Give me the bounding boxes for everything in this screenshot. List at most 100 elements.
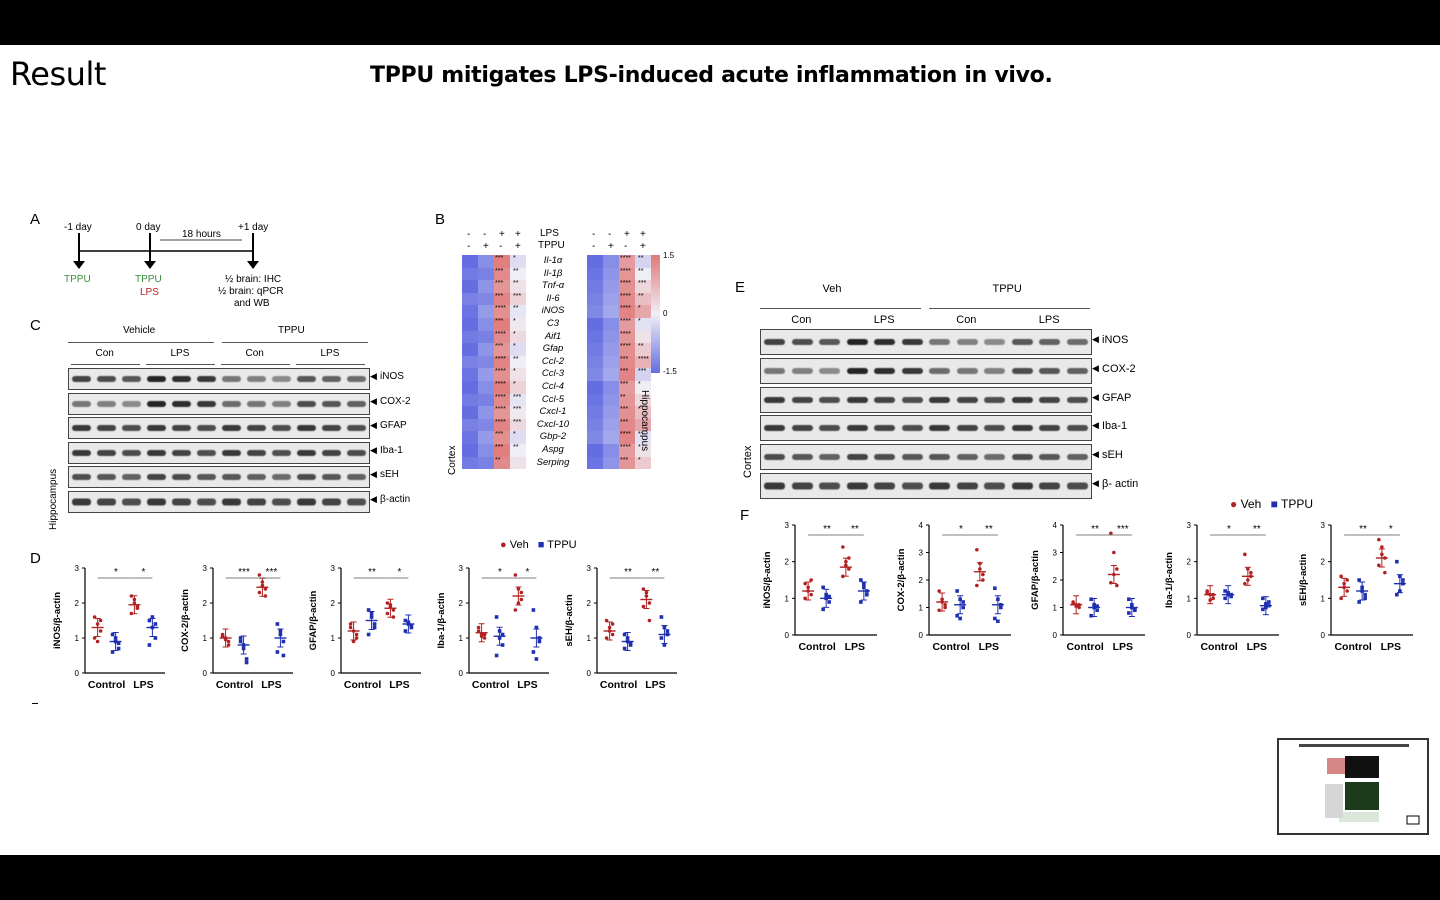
blot-subgroup-label: Con xyxy=(95,348,114,359)
heatmap-cell-cortex xyxy=(510,456,526,470)
veh-data-point xyxy=(391,615,396,619)
gene-label: Il-1β xyxy=(543,267,563,279)
timeline-day-minus1: -1 day xyxy=(64,222,92,233)
tppu-data-point xyxy=(147,643,152,647)
blot-band xyxy=(819,339,841,345)
heatmap-cell-cortex xyxy=(462,343,478,356)
blot-band xyxy=(819,396,841,403)
panel-label-b: B xyxy=(435,211,446,228)
y-tick-label: 3 xyxy=(459,564,464,573)
blot-row-seh xyxy=(68,466,370,488)
blot-band xyxy=(247,498,266,505)
blot-band xyxy=(97,425,116,431)
x-category-label: LPS xyxy=(133,679,153,691)
gene-label: Cxcl-10 xyxy=(536,418,570,430)
significance-mark: ** xyxy=(1253,524,1261,535)
quantification-cortex: 0 1 2 3 iNOS/β-actin Control LPS ** ** 0 1 2 3 4 COX-2… xyxy=(755,517,1415,657)
y-tick-label: 2 xyxy=(75,599,80,608)
blot-band xyxy=(764,339,786,345)
heatmap-cell-hippocampus xyxy=(619,330,635,344)
y-tick-label: 3 xyxy=(331,564,336,573)
tppu-data-point xyxy=(955,589,959,593)
heatmap-cell-hippocampus xyxy=(619,318,635,331)
lps-sign: - xyxy=(608,229,612,240)
sig-hippo-4: * xyxy=(638,305,641,313)
blot-band xyxy=(1039,482,1061,490)
veh-data-point xyxy=(257,573,262,577)
heatmap-cell-cortex xyxy=(494,393,510,407)
qpcr-heatmap: - - - - + + + + - - + + - - + + LPS TPPU Il-1α *** * **** ** Il… xyxy=(445,225,685,525)
blot-band xyxy=(901,367,923,374)
heatmap-cell-hippocampus xyxy=(635,343,651,356)
tppu-data-point xyxy=(500,632,505,637)
heatmap-cell-cortex xyxy=(510,393,526,407)
arrow-left-icon: ◀ xyxy=(1092,420,1099,431)
slide-thumbnail-preview[interactable] xyxy=(1277,738,1429,835)
tppu-data-point xyxy=(147,618,152,623)
heatmap-cell-cortex xyxy=(510,418,526,432)
blot-band xyxy=(322,400,341,407)
heatmap-cell-hippocampus xyxy=(603,355,619,369)
timeline-tppu-dose2: TPPU xyxy=(135,274,162,285)
blot-band xyxy=(1066,396,1088,403)
blot-band xyxy=(764,396,786,403)
blot-tissue-label: Cortex xyxy=(742,445,754,478)
blot-band xyxy=(874,396,896,403)
veh-data-point xyxy=(385,601,390,605)
sig-cortex-4: * xyxy=(513,330,516,338)
blot-band xyxy=(984,425,1006,432)
gene-label: Il-6 xyxy=(546,292,560,304)
blot-band xyxy=(272,474,291,480)
tppu-data-point xyxy=(1357,600,1361,604)
veh-data-point xyxy=(1077,605,1081,610)
sig-hippo-4: *** xyxy=(638,280,647,288)
blot-band xyxy=(147,425,166,431)
sig-cortex-4: * xyxy=(513,318,516,325)
heatmap-cell-cortex xyxy=(510,368,526,381)
x-category-label: LPS xyxy=(517,679,537,691)
blot-group-underline xyxy=(296,364,365,365)
blot-band xyxy=(197,376,216,382)
arrow-left-icon: ◀ xyxy=(370,444,377,455)
panel-label-f: F xyxy=(740,507,750,524)
tppu-data-point xyxy=(1363,596,1367,601)
blot-subgroup-label: LPS xyxy=(320,348,340,359)
significance-mark: * xyxy=(397,567,401,578)
tppu-data-point xyxy=(999,605,1003,610)
blot-band xyxy=(819,482,841,490)
blot-band xyxy=(1011,339,1033,345)
y-tick-label: 0 xyxy=(1053,631,1058,640)
blot-band xyxy=(147,400,166,407)
veh-data-point xyxy=(129,611,134,616)
y-axis-label: Iba-1/β-actin xyxy=(436,592,447,648)
tppu-sign: - xyxy=(592,241,596,252)
divider-mark xyxy=(32,703,38,704)
blot-band xyxy=(72,474,91,480)
tppu-data-point xyxy=(1261,607,1265,612)
veh-data-point xyxy=(98,629,103,633)
blot-subgroup-label: LPS xyxy=(170,348,190,359)
heatmap-cell-hippocampus xyxy=(635,393,651,407)
scale-mid-label: 0 xyxy=(663,309,668,318)
heatmap-cell-hippocampus xyxy=(603,280,619,293)
heatmap-cell-hippocampus xyxy=(619,305,635,318)
heatmap-cell-cortex xyxy=(478,255,494,268)
heatmap-color-scale xyxy=(651,255,660,373)
heatmap-cell-hippocampus xyxy=(635,368,651,381)
veh-data-point xyxy=(519,590,524,595)
heatmap-cell-hippocampus xyxy=(603,255,619,268)
heatmap-cell-hippocampus xyxy=(587,431,603,444)
blot-band xyxy=(172,498,191,505)
heatmap-cell-cortex xyxy=(478,292,494,306)
blot-band xyxy=(97,474,116,480)
arrow-left-icon: ◀ xyxy=(370,371,377,381)
blot-row-seh xyxy=(760,444,1092,471)
heatmap-cell-hippocampus xyxy=(587,292,603,306)
legend-tppu-label: TPPU xyxy=(547,539,577,551)
heatmap-cell-hippocampus xyxy=(619,444,635,457)
sig-hippo-3: *** xyxy=(620,368,629,376)
heatmap-cell-hippocampus xyxy=(587,393,603,407)
significance-mark: ** xyxy=(368,567,376,578)
tppu-data-point xyxy=(821,607,825,612)
